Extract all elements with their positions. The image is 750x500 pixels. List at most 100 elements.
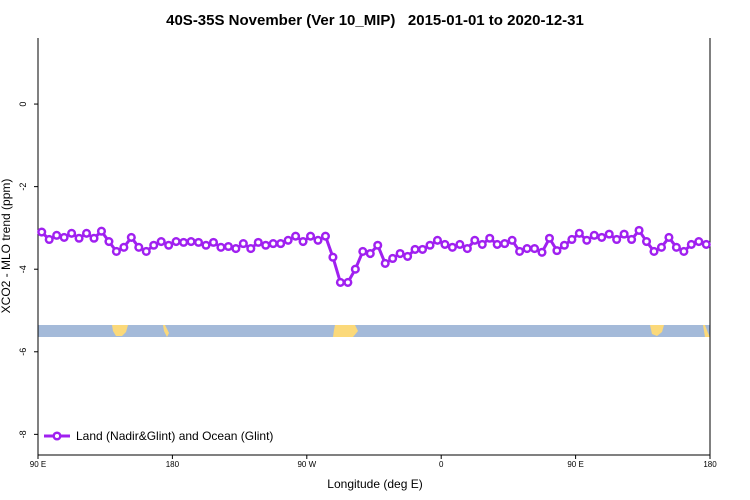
x-tick-label: 90 E — [30, 460, 46, 469]
data-point — [679, 246, 689, 257]
data-point — [193, 237, 204, 247]
data-point — [388, 253, 398, 264]
data-point — [410, 244, 420, 254]
data-point — [216, 242, 226, 252]
data-point — [246, 244, 256, 254]
data-point — [261, 240, 271, 250]
data-point — [544, 233, 555, 243]
land — [333, 325, 358, 337]
data-point — [149, 240, 159, 250]
chart-title: 40S-35S November (Ver 10_MIP) 2015-01-01… — [166, 12, 584, 29]
data-point — [119, 242, 129, 252]
data-point — [291, 231, 301, 241]
data-point — [320, 231, 331, 241]
data-point — [552, 246, 562, 256]
data-point — [283, 235, 293, 245]
data-point — [582, 235, 592, 245]
data-point — [59, 232, 69, 242]
data-point — [365, 248, 375, 259]
data-point — [89, 233, 99, 243]
ocean-band — [38, 325, 710, 337]
data-point — [522, 244, 532, 254]
data-point — [574, 228, 584, 238]
data-point — [694, 236, 704, 247]
x-tick-label: 90 W — [297, 460, 316, 469]
data-point — [656, 242, 667, 252]
data-point — [81, 228, 92, 238]
data-point — [492, 239, 502, 249]
data-point — [276, 239, 286, 249]
data-point — [559, 240, 569, 250]
y-tick-label: -2 — [18, 183, 28, 191]
land — [112, 325, 128, 336]
data-point — [171, 236, 181, 247]
data-point — [238, 239, 248, 249]
data-point — [641, 236, 652, 247]
data-point — [455, 239, 465, 249]
y-tick-label: 0 — [18, 102, 28, 107]
data-point — [567, 234, 577, 245]
data-point — [37, 227, 47, 237]
data-point — [343, 277, 353, 287]
y-tick-label: -6 — [18, 348, 28, 356]
data-point — [44, 234, 54, 245]
data-point — [134, 242, 144, 252]
data-point — [649, 246, 659, 257]
data-point — [111, 246, 121, 257]
data-point — [686, 239, 696, 249]
data-point — [470, 235, 480, 245]
data-point — [141, 246, 151, 257]
legend-marker — [52, 431, 62, 441]
data-point — [104, 236, 114, 247]
data-point — [425, 240, 435, 250]
x-tick-label: 180 — [703, 460, 717, 469]
data-point — [671, 242, 681, 252]
data-point — [403, 251, 413, 261]
data-point — [619, 229, 629, 239]
data-point — [462, 244, 472, 254]
data-point — [373, 240, 383, 250]
legend-label: Land (Nadir&Glint) and Ocean (Glint) — [76, 429, 273, 443]
y-tick-label: -4 — [18, 265, 28, 273]
data-point — [52, 230, 62, 240]
data-point — [298, 236, 308, 247]
data-point — [231, 244, 241, 254]
data-point — [335, 277, 345, 287]
data-point — [328, 252, 338, 262]
data-point — [612, 234, 622, 245]
land-ocean-strip — [38, 325, 710, 337]
x-tick-label: 90 E — [567, 460, 583, 469]
data-point — [156, 236, 166, 247]
land — [163, 325, 169, 337]
data-point — [447, 242, 457, 252]
data-point — [358, 246, 368, 257]
y-tick-label: -8 — [18, 430, 28, 438]
data-point — [208, 237, 219, 247]
data-point — [186, 236, 196, 247]
data-point — [74, 233, 84, 243]
data-point — [537, 247, 547, 257]
data-point — [201, 240, 211, 250]
series-line — [40, 227, 707, 284]
data-point — [515, 246, 525, 257]
data-point — [701, 239, 711, 249]
data-point — [627, 234, 637, 245]
data-point — [164, 240, 174, 250]
data-point — [96, 226, 107, 236]
land — [650, 325, 664, 336]
data-point — [589, 230, 599, 240]
data-point — [67, 228, 77, 238]
land — [703, 325, 710, 337]
data-point — [507, 235, 517, 245]
data-point — [313, 235, 323, 245]
data-point — [395, 248, 405, 259]
data-point — [440, 239, 450, 249]
y-axis-label: XCO2 - MLO trend (ppm) — [0, 179, 13, 314]
data-point — [268, 239, 278, 249]
data-point — [664, 232, 674, 242]
data-point — [253, 237, 263, 247]
data-point — [529, 244, 540, 254]
data-point — [305, 231, 316, 241]
data-point — [597, 232, 607, 242]
